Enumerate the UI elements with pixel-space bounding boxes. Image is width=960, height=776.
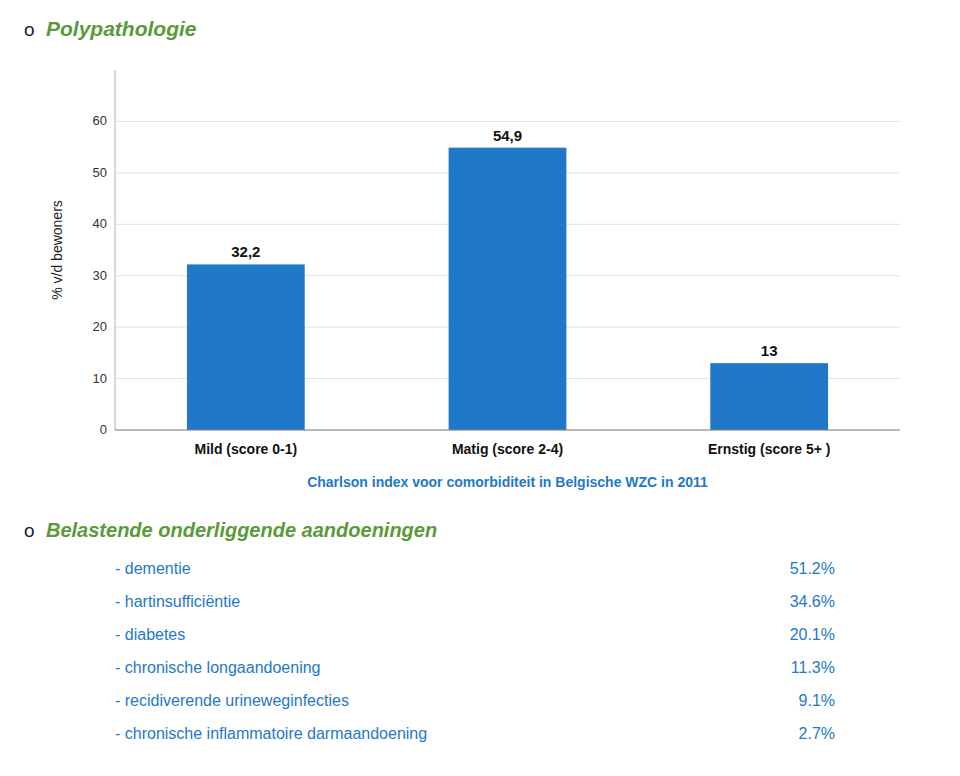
y-tick-label: 60 [93, 113, 107, 128]
chart-container: o Polypathologie 0 10 20 30 40 50 60 % v/d bewone… [0, 0, 960, 776]
section-title: Belastende onderliggende aandoeningen [46, 519, 437, 541]
bar-labels: 32,2 54,9 13 [231, 127, 777, 359]
grid-line [115, 430, 900, 431]
y-tick-label: 40 [93, 216, 107, 231]
chart-svg: o Polypathologie 0 10 20 30 40 50 60 % v/d bewone… [0, 0, 960, 776]
x-axis-line [115, 430, 900, 431]
subtitle: Charlson index voor comorbiditeit in Bel… [307, 474, 708, 490]
percentage: 51.2% [790, 560, 835, 577]
grid-line [115, 121, 900, 122]
condition: - recidiverende urineweginfecties [115, 692, 349, 709]
condition: - diabetes [115, 626, 185, 643]
bar [449, 148, 567, 430]
y-tick-label: 10 [93, 371, 107, 386]
data-label: 13 [761, 342, 778, 359]
condition: - chronische inflammatoire darmaandoenin… [115, 725, 427, 742]
x-tick-label: Matig (score 2-4) [452, 441, 563, 457]
condition: - hartinsufficiëntie [115, 593, 240, 610]
y-tick-label: 50 [93, 165, 107, 180]
y-axis-label: % v/d bewoners [49, 200, 65, 300]
bars [187, 148, 828, 430]
condition: - dementie [115, 560, 191, 577]
percentage: 11.3% [791, 659, 835, 676]
percentage: 20.1% [790, 626, 835, 643]
y-axis: 0 10 20 30 40 50 60 [93, 70, 900, 437]
x-tick-label: Ernstig (score 5+ ) [708, 441, 831, 457]
data-label: 32,2 [231, 243, 260, 260]
y-tick-label: 30 [93, 268, 107, 283]
condition: - chronische longaandoening [115, 659, 320, 676]
percentage: 34.6% [790, 593, 835, 610]
section-bullet: o [24, 520, 35, 541]
y-tick-label: 0 [100, 422, 107, 437]
x-tick-label: Mild (score 0-1) [194, 441, 297, 457]
percentage: 9.1% [799, 692, 835, 709]
bar [187, 264, 305, 430]
x-axis: Mild (score 0-1) Matig (score 2-4) Ernstig… [115, 430, 900, 457]
percentage: 2.7% [799, 725, 835, 742]
y-tick-label: 20 [93, 319, 107, 334]
title: Polypathologie [46, 17, 197, 40]
title-bullet: o [24, 19, 35, 40]
y-axis-line [115, 70, 116, 430]
bar [710, 363, 828, 430]
condition-list: - dementie 51.2% - hartinsufficiëntie 34.6%… [115, 560, 835, 742]
data-label: 54,9 [493, 127, 522, 144]
